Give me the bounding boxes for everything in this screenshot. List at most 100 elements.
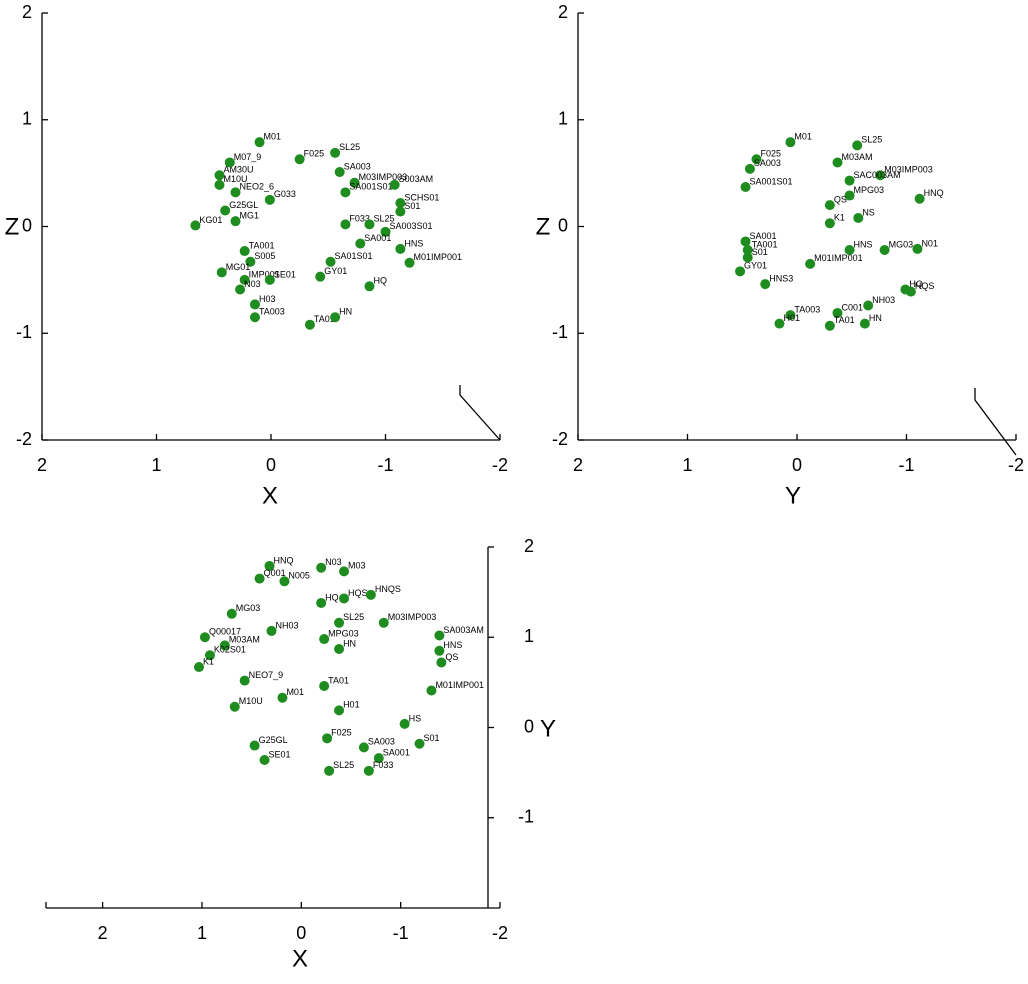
- x-tick-label: 0: [792, 455, 802, 475]
- point: [334, 167, 345, 178]
- point-label: SA003: [754, 158, 781, 168]
- x-tick-label: 2: [573, 455, 583, 475]
- point-label: F033: [373, 760, 394, 770]
- point: [229, 701, 240, 712]
- point-label: MG03: [889, 239, 914, 249]
- point-label: NH03: [276, 620, 299, 630]
- point-label: SL25: [339, 142, 360, 152]
- point: [399, 718, 410, 729]
- point: [395, 206, 406, 217]
- point: [239, 675, 250, 686]
- point-label: QS: [834, 195, 847, 205]
- point-label: SA003S01: [390, 221, 433, 231]
- point-label: NEO7_9: [249, 670, 284, 680]
- point: [832, 307, 843, 318]
- point: [279, 576, 290, 587]
- point-label: HNQ: [924, 188, 944, 198]
- point: [434, 645, 445, 656]
- point: [334, 643, 345, 654]
- axis-frame: [974, 388, 1017, 456]
- point-label: M01: [794, 132, 812, 142]
- point: [315, 271, 326, 282]
- point: [414, 738, 425, 749]
- point-label: F025: [760, 149, 781, 159]
- point-label: H01: [343, 700, 360, 710]
- point: [914, 193, 925, 204]
- point: [266, 625, 277, 636]
- point: [805, 258, 816, 269]
- point-label: S01: [404, 201, 420, 211]
- point: [204, 650, 215, 661]
- point-label: SE01: [274, 269, 296, 279]
- point-label: M01IMP001: [435, 680, 484, 690]
- point: [322, 733, 333, 744]
- y-tick-label: 0: [22, 215, 32, 235]
- point: [230, 216, 241, 227]
- point-label: N03: [325, 557, 342, 567]
- point-label: M01IMP001: [414, 252, 463, 262]
- point: [235, 284, 246, 295]
- point-label: MG1: [240, 211, 260, 221]
- point-label: HNQ: [274, 555, 294, 565]
- point: [744, 163, 755, 174]
- point-label: MPG03: [854, 185, 885, 195]
- x-tick-label: -2: [1008, 455, 1024, 475]
- point: [358, 742, 369, 753]
- point: [844, 175, 855, 186]
- point-label: KG01: [199, 215, 222, 225]
- point: [249, 740, 260, 751]
- point: [230, 187, 241, 198]
- point-label: SA001: [364, 233, 391, 243]
- x-tick-label: 0: [296, 923, 306, 943]
- point: [249, 312, 260, 323]
- x-axis-label: Y: [785, 482, 801, 509]
- point: [740, 182, 751, 193]
- point-label: SL25: [333, 760, 354, 770]
- point-label: TA01: [314, 314, 335, 324]
- point: [340, 219, 351, 230]
- point: [330, 147, 341, 158]
- x-axis-label: X: [292, 945, 308, 972]
- point: [436, 657, 447, 668]
- point-label: HNS: [443, 640, 462, 650]
- point: [844, 190, 855, 201]
- point: [404, 257, 415, 268]
- point: [859, 318, 870, 329]
- point-label: Q00017: [209, 627, 241, 637]
- y-axis-label: Y: [540, 715, 556, 742]
- point-label: HN: [343, 638, 356, 648]
- point-label: HN: [339, 307, 352, 317]
- point: [364, 219, 375, 230]
- point: [264, 194, 275, 205]
- point-label: TA001: [752, 239, 778, 249]
- point-label: M07_9: [234, 152, 262, 162]
- point: [224, 157, 235, 168]
- point-label: M03IMP003: [388, 612, 437, 622]
- point-label: SA001S01: [750, 176, 793, 186]
- point-label: N03: [244, 279, 261, 289]
- point-label: SE01: [269, 749, 291, 759]
- point-label: HNQS: [375, 584, 401, 594]
- point-label: M03: [348, 561, 366, 571]
- point: [316, 597, 327, 608]
- point: [214, 170, 225, 181]
- point: [395, 243, 406, 254]
- point: [365, 589, 376, 600]
- point-label: H03: [259, 294, 276, 304]
- point: [785, 137, 796, 148]
- point-label: TA003: [794, 304, 820, 314]
- point-label: H01: [783, 313, 800, 323]
- point: [785, 310, 796, 321]
- y-tick-label: 1: [524, 626, 534, 646]
- x-tick-label: 2: [98, 923, 108, 943]
- point: [214, 179, 225, 190]
- point-label: M03AM: [229, 635, 260, 645]
- point: [319, 634, 330, 645]
- x-tick-label: 1: [197, 923, 207, 943]
- point: [216, 267, 227, 278]
- y-tick-label: 2: [22, 2, 32, 22]
- point: [319, 680, 330, 691]
- point: [355, 238, 366, 249]
- point: [193, 662, 204, 673]
- y-tick-label: 0: [524, 716, 534, 736]
